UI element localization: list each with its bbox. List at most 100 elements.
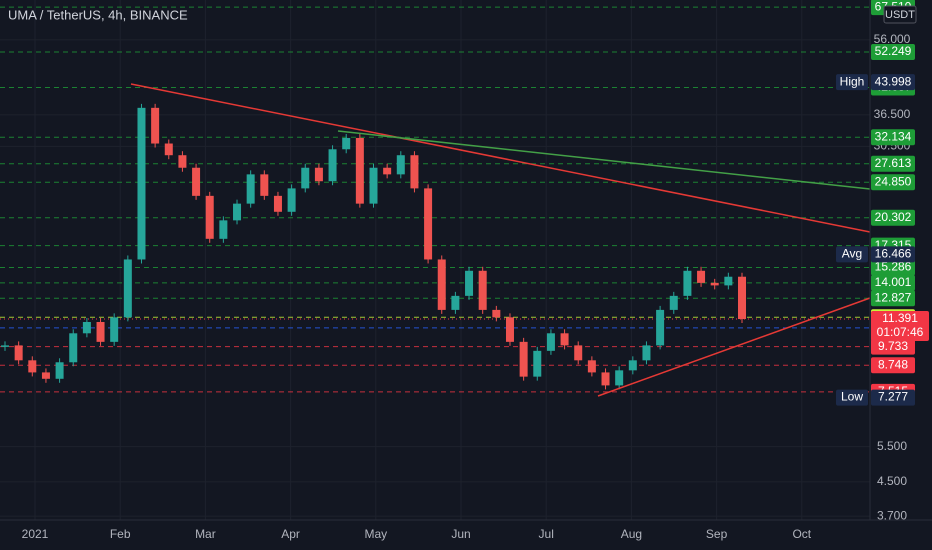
x-tick-label: Apr	[281, 527, 300, 541]
candle	[246, 174, 255, 204]
candle	[82, 321, 91, 334]
x-tick-label: Mar	[195, 527, 216, 541]
y-tick-label: 3.700	[877, 508, 907, 522]
marker-name-box	[836, 74, 868, 91]
y-tick-label: 36.500	[874, 107, 911, 121]
marker-name-box	[836, 389, 868, 406]
level-label: 12.827	[875, 290, 912, 304]
level-box	[871, 155, 915, 172]
candle	[465, 270, 474, 296]
candle	[328, 149, 337, 182]
candle	[656, 309, 665, 346]
candle	[451, 295, 460, 310]
x-tick-label: Feb	[110, 527, 131, 541]
candle	[14, 345, 23, 361]
candle	[273, 195, 282, 212]
candle	[437, 259, 446, 310]
candle	[383, 167, 392, 175]
candle	[164, 143, 173, 156]
candle	[601, 372, 610, 386]
candle	[710, 282, 719, 286]
level-label: 52.249	[875, 44, 912, 58]
y-tick-label: 4.500	[877, 474, 907, 488]
candle	[260, 174, 269, 196]
candle	[628, 360, 637, 371]
candle	[137, 107, 146, 260]
candle	[69, 333, 78, 363]
candle	[96, 321, 105, 342]
candle	[28, 360, 37, 373]
candle	[41, 372, 50, 379]
candle	[533, 350, 542, 377]
unit-label: USDT	[885, 9, 915, 21]
candle	[492, 309, 501, 318]
candle	[205, 195, 214, 239]
level-box	[871, 338, 915, 355]
marker-value-box	[871, 389, 915, 406]
x-tick-label: Jun	[451, 527, 470, 541]
marker-name-box	[836, 246, 868, 263]
trendline-red	[130, 83, 871, 233]
candle	[587, 360, 596, 373]
candle	[192, 167, 201, 196]
candle	[301, 167, 310, 189]
trendline-green	[337, 130, 871, 190]
level-box	[871, 259, 915, 276]
candles	[1, 103, 746, 390]
candle	[738, 276, 746, 320]
candle	[424, 188, 433, 260]
candle	[55, 362, 64, 379]
last-price-label: 11.391	[882, 311, 918, 325]
candle	[369, 167, 378, 204]
level-label: 8.748	[878, 357, 908, 371]
candle	[355, 137, 364, 204]
marker-value: 7.277	[878, 390, 908, 404]
unit-box[interactable]	[883, 5, 917, 24]
candle	[546, 333, 555, 351]
level-box	[871, 290, 915, 307]
marker-name: Low	[841, 390, 863, 404]
x-tick-label: 2021	[22, 527, 49, 541]
level-box	[871, 129, 915, 146]
candle	[683, 270, 692, 296]
x-tick-label: Aug	[621, 527, 642, 541]
candle	[287, 188, 296, 212]
level-box	[871, 274, 915, 291]
marker-name: High	[840, 74, 865, 88]
y-tick-label: 5.500	[877, 439, 907, 453]
candle	[505, 317, 514, 342]
candle	[478, 270, 487, 310]
level-box	[871, 209, 915, 226]
countdown-label: 01:07:46	[877, 325, 924, 339]
candle	[151, 107, 160, 144]
candle	[123, 259, 132, 318]
trendline-support	[597, 297, 871, 397]
x-tick-label: Sep	[706, 527, 728, 541]
candle	[724, 276, 733, 286]
x-tick-label: May	[364, 527, 387, 541]
candle	[697, 270, 706, 283]
y-tick-label: 56.000	[874, 32, 911, 46]
level-label: 9.733	[878, 339, 908, 353]
x-tick-label: Jul	[539, 527, 554, 541]
candle	[178, 155, 187, 168]
level-box	[871, 357, 915, 374]
candle	[314, 167, 323, 182]
level-label: 24.850	[875, 174, 912, 188]
x-tick-label: Oct	[792, 527, 811, 541]
candle	[574, 345, 583, 361]
candle	[1, 345, 9, 347]
level-box	[871, 174, 915, 191]
level-box	[871, 44, 915, 61]
candle	[233, 203, 242, 221]
candle	[642, 345, 651, 361]
level-label: 27.613	[875, 156, 912, 170]
candle	[519, 341, 528, 377]
marker-value: 43.998	[875, 74, 912, 88]
candle	[669, 295, 678, 310]
level-label: 14.001	[875, 275, 912, 289]
axis: 2021 Feb Mar Apr May Jun Jul Aug Sep Oct 56.000 36.…	[22, 32, 911, 541]
candle	[342, 137, 351, 150]
